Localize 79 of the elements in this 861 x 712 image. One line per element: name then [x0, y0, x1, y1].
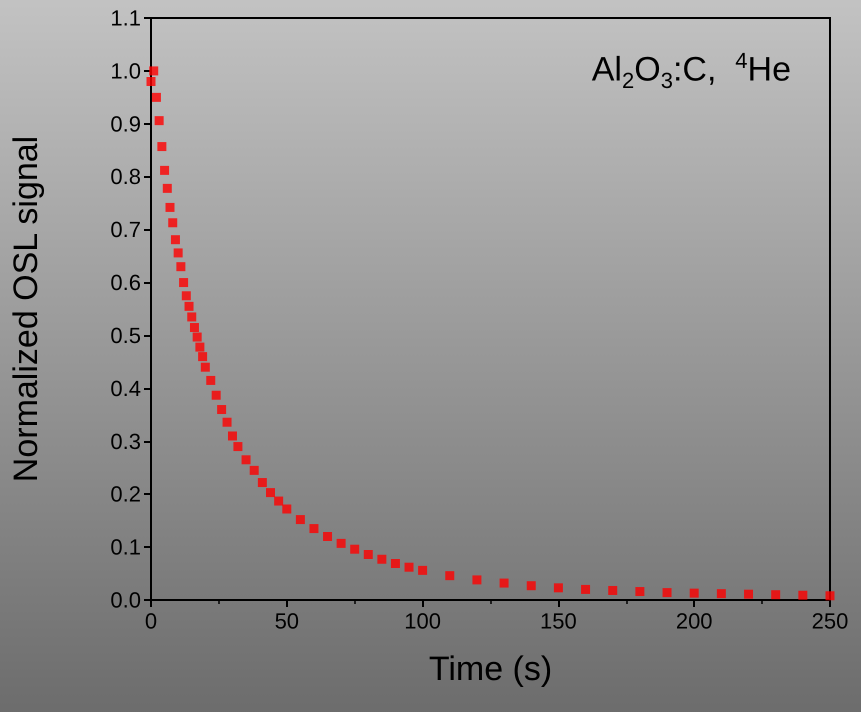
y-tick-label: 0.3: [110, 428, 141, 454]
point: [296, 515, 305, 524]
y-tick-label: 0.4: [110, 376, 141, 401]
x-tick-label: 0: [144, 608, 158, 634]
point: [771, 590, 780, 600]
point: [526, 581, 536, 590]
y-tick-label: 0.8: [110, 164, 141, 190]
point: [176, 262, 186, 272]
point: [635, 587, 644, 596]
point: [166, 202, 175, 212]
y-tick-label: 0.9: [110, 111, 141, 136]
point: [716, 589, 726, 598]
point: [212, 390, 221, 400]
point: [200, 362, 210, 372]
text: 0.0: [110, 588, 141, 612]
x-tick-label: 250: [812, 608, 848, 634]
x-tick-label: 200: [676, 608, 713, 634]
point: [662, 588, 672, 598]
point: [187, 312, 196, 322]
point: [377, 554, 386, 564]
text: 1.0: [110, 58, 141, 84]
point: [826, 591, 834, 600]
point: [184, 302, 194, 311]
point: [206, 376, 216, 385]
point: [500, 578, 509, 588]
point: [160, 166, 170, 175]
point: [228, 431, 237, 440]
y-tick-label: 0.1: [110, 534, 141, 560]
point: [581, 584, 590, 594]
point: [217, 405, 226, 414]
point: [472, 575, 482, 584]
point: [336, 538, 346, 548]
point: [309, 524, 318, 534]
point: [744, 590, 754, 599]
point: [364, 550, 373, 559]
point: [179, 278, 188, 288]
point: [222, 418, 232, 427]
y-tick-label: 0.2: [110, 482, 141, 507]
y-tick-label: 0.5: [110, 322, 141, 348]
point: [390, 558, 400, 568]
point: [418, 566, 428, 575]
point: [250, 466, 259, 475]
point: [404, 562, 414, 572]
point: [274, 496, 284, 506]
point: [170, 235, 180, 244]
annotation: Al$_{2}$O$_{3}$:C, $^{4}$He: [592, 48, 791, 94]
point: [192, 332, 202, 342]
y-tick-label: 0.7: [110, 217, 141, 242]
y-tick-label: 0.6: [110, 270, 141, 296]
point: [445, 571, 454, 580]
point: [798, 590, 808, 600]
point: [323, 532, 332, 542]
point: [168, 218, 178, 228]
point: [146, 76, 156, 86]
point: [233, 442, 242, 452]
point: [198, 352, 208, 362]
y-axis-title: Normalized OSL signal: [7, 136, 45, 482]
point: [195, 342, 204, 352]
point: [266, 488, 276, 498]
point: [152, 92, 161, 102]
point: [690, 588, 699, 598]
point: [608, 586, 618, 595]
point: [258, 478, 267, 488]
point: [149, 66, 158, 76]
point: [350, 544, 360, 554]
point: [157, 142, 166, 152]
point: [242, 455, 251, 464]
x-tick-label: 50: [274, 608, 300, 634]
point: [282, 504, 292, 514]
point: [154, 116, 164, 126]
point: [182, 291, 191, 300]
x-tick-label: 100: [404, 608, 441, 634]
point: [554, 583, 563, 592]
x-axis-title: Time (s): [428, 650, 552, 688]
point: [162, 184, 172, 193]
y-tick-label: 1.1: [110, 6, 141, 30]
point: [174, 248, 183, 258]
x-tick-label: 150: [540, 608, 577, 634]
point: [190, 323, 199, 332]
